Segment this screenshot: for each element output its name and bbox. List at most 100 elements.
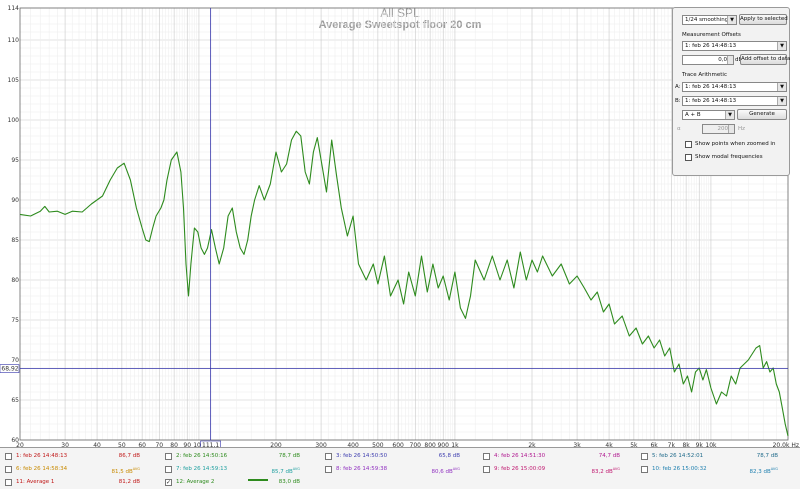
y-tick-label: 75 bbox=[11, 317, 19, 324]
y-tick-label: 65 bbox=[11, 397, 19, 404]
spinner-icon bbox=[728, 125, 734, 133]
chevron-down-icon: ▼ bbox=[777, 42, 786, 50]
legend-checkbox[interactable] bbox=[165, 453, 172, 460]
legend-name: 1: feb 26 14:48:13 bbox=[16, 453, 68, 459]
cursor-freq-box bbox=[200, 440, 221, 447]
offset-measurement-select[interactable]: 1: feb 26 14:48:13 ▼ bbox=[682, 41, 787, 51]
add-offset-button[interactable]: Add offset to data bbox=[740, 54, 790, 65]
x-tick-label: 50 bbox=[118, 442, 126, 447]
legend-checkbox[interactable] bbox=[641, 466, 648, 473]
legend-checkbox[interactable] bbox=[325, 466, 332, 473]
chevron-down-icon: ▼ bbox=[777, 97, 786, 105]
x-tick-label: 500 bbox=[372, 442, 384, 447]
show-modal-checkbox[interactable] bbox=[685, 154, 692, 161]
legend-checkbox[interactable] bbox=[483, 466, 490, 473]
measurement-offsets-label: Measurement Offsets bbox=[682, 32, 741, 38]
spinner-icon[interactable] bbox=[727, 56, 733, 64]
x-tick-label: 8k bbox=[682, 442, 690, 447]
y-tick-label: 114 bbox=[8, 5, 20, 12]
x-tick-label: 2k bbox=[528, 442, 536, 447]
legend-checkbox[interactable] bbox=[5, 479, 12, 486]
x-tick-label: 80 bbox=[170, 442, 178, 447]
x-tick-label: 800 bbox=[424, 442, 436, 447]
legend-checkbox[interactable] bbox=[641, 453, 648, 460]
trace-b-label: B: bbox=[675, 98, 681, 104]
x-tick-label: 600 bbox=[392, 442, 404, 447]
y-tick-label: 95 bbox=[11, 157, 19, 164]
chart-subtitle: Average Sweetspot floor 20 cm bbox=[319, 19, 482, 31]
plot-frame bbox=[19, 7, 789, 441]
legend-checkbox[interactable] bbox=[165, 466, 172, 473]
legend-checkbox[interactable] bbox=[5, 453, 12, 460]
trace-arithmetic-label: Trace Arithmetic bbox=[682, 72, 727, 78]
legend-name: 12: Average 2 bbox=[176, 479, 215, 485]
x-tick-label: 9k bbox=[696, 442, 704, 447]
offset-unit-label: dB bbox=[735, 57, 743, 63]
legend-value: 81,2 dB bbox=[118, 479, 140, 485]
offset-value-text: 0,0 bbox=[718, 57, 727, 63]
x-tick-label: 400 bbox=[347, 442, 359, 447]
trace-a-value: 1: feb 26 14:48:13 bbox=[685, 84, 737, 90]
apply-to-selected-button[interactable]: Apply to selected bbox=[739, 14, 788, 25]
chart-grid bbox=[20, 7, 788, 441]
legend-checkbox[interactable] bbox=[325, 453, 332, 460]
trace-b-select[interactable]: 1: feb 26 14:48:13 ▼ bbox=[682, 96, 787, 106]
legend-checkbox[interactable] bbox=[5, 466, 12, 473]
legend-name: 7: feb 26 14:59:13 bbox=[176, 466, 228, 472]
legend-value: 78,7 dB bbox=[278, 453, 300, 459]
x-tick-label: 6k bbox=[650, 442, 658, 447]
y-tick-label: 70 bbox=[11, 357, 19, 364]
generate-button[interactable]: Generate bbox=[737, 109, 787, 120]
smoothing-select[interactable]: 1/24 smoothing ▼ bbox=[682, 15, 737, 25]
series-line-average-2 bbox=[19, 130, 789, 437]
legend-name: 3: feb 26 14:50:50 bbox=[336, 453, 388, 459]
control-panel: 1/24 smoothing ▼ Apply to selected Measu… bbox=[672, 7, 790, 176]
avg-marker: AVG bbox=[770, 467, 778, 471]
y-tick-label: 110 bbox=[8, 37, 20, 44]
legend-value: 83,0 dB bbox=[278, 479, 300, 485]
cursor-level-box bbox=[0, 364, 20, 373]
legend-name: 8: feb 26 14:59:38 bbox=[336, 466, 388, 472]
avg-marker: AVG bbox=[292, 467, 300, 471]
x-tick-label: 5k bbox=[630, 442, 638, 447]
legend-name: 5: feb 26 14:52:01 bbox=[652, 453, 704, 459]
x-tick-label: 300 bbox=[315, 442, 327, 447]
x-tick-label: 900 bbox=[437, 442, 449, 447]
offset-value-field[interactable]: 0,0 bbox=[682, 55, 734, 65]
trace-b-value: 1: feb 26 14:48:13 bbox=[685, 98, 737, 104]
chevron-down-icon: ▼ bbox=[725, 111, 734, 119]
y-tick-label: 105 bbox=[8, 77, 20, 84]
y-tick-label: 100 bbox=[8, 117, 20, 124]
y-axis-ticks: 60 65 70 75 80 85 90 95 100 105 110 114 bbox=[8, 5, 20, 444]
x-tick-label: 1k bbox=[451, 442, 459, 447]
legend-value: 83,2 dBAVG bbox=[591, 467, 620, 475]
frequency-field: 200 bbox=[702, 124, 735, 134]
show-points-label: Show points when zoomed in bbox=[695, 141, 776, 147]
legend-value: 80,6 dBAVG bbox=[431, 467, 460, 475]
cursor-level-readout: 68,92 bbox=[1, 366, 18, 373]
legend-checkbox[interactable]: ✓ bbox=[165, 479, 172, 486]
smoothing-value: 1/24 smoothing bbox=[685, 17, 729, 23]
series-layer bbox=[19, 130, 789, 437]
frequency-unit-label: Hz bbox=[738, 126, 746, 132]
avg-marker: AVG bbox=[452, 467, 460, 471]
show-modal-label: Show modal frequencies bbox=[695, 154, 763, 160]
operation-select[interactable]: A + B ▼ bbox=[682, 110, 735, 120]
legend-value: 86,7 dB bbox=[118, 453, 140, 459]
measurement-legend: 1: feb 26 14:48:13 86,7 dB 2: feb 26 14:50… bbox=[0, 447, 800, 489]
spl-chart[interactable]: All SPL Average Sweetspot floor 20 cm 20… bbox=[0, 0, 800, 447]
chevron-down-icon: ▼ bbox=[727, 16, 736, 24]
operation-value: A + B bbox=[685, 112, 701, 118]
cursor-freq-readout: 111,1 bbox=[202, 442, 219, 447]
show-points-checkbox[interactable] bbox=[685, 141, 692, 148]
avg-marker: AVG bbox=[612, 467, 620, 471]
x-tick-label: 20 bbox=[16, 442, 24, 447]
x-tick-label: 4k bbox=[605, 442, 613, 447]
legend-value: 65,8 dB bbox=[438, 453, 460, 459]
legend-checkbox[interactable] bbox=[483, 453, 490, 460]
trace-a-select[interactable]: 1: feb 26 14:48:13 ▼ bbox=[682, 82, 787, 92]
cursor[interactable]: 111,1 68,92 bbox=[0, 8, 788, 447]
legend-name: 10: feb 26 15:00:32 bbox=[652, 466, 707, 472]
legend-name: 6: feb 26 14:58:34 bbox=[16, 466, 68, 472]
legend-line-sample bbox=[248, 479, 268, 481]
